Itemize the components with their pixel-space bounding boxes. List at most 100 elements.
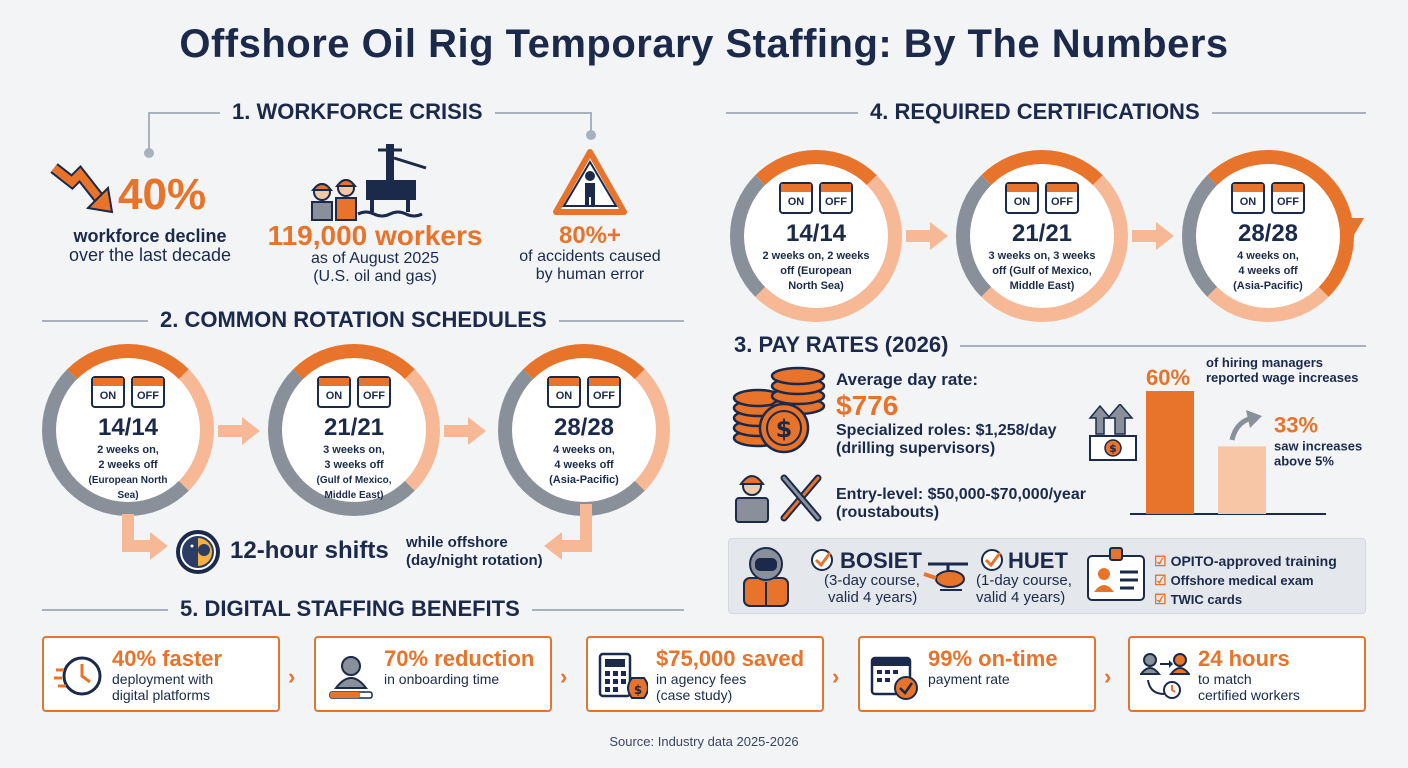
chart-annotation: of hiring managers	[1206, 356, 1323, 370]
rotation-desc-4: Sea)	[117, 490, 139, 501]
benefit-desc-2: (case study)	[656, 687, 733, 703]
right-arrow-icon	[242, 417, 260, 445]
arrow-shaft	[1132, 230, 1158, 242]
huet-desc-1: (1-day course,	[976, 572, 1072, 589]
arrow-shaft	[218, 425, 244, 437]
calendar-on-icon: ON	[91, 376, 125, 408]
cert-checklist-item: ☑ OPITO-approved training	[1154, 551, 1337, 571]
rotation-desc-3: Middle East)	[1009, 280, 1075, 292]
rotation-desc-3: (Gulf of Mexico,	[316, 475, 392, 486]
avg-rate-label: Average day rate:	[836, 370, 979, 389]
benefit-card: 99% on-time payment rate	[858, 636, 1096, 712]
down-arrow-icon	[1338, 218, 1364, 240]
checklist-label: OPITO-approved training	[1170, 553, 1337, 569]
benefit-desc-1: in onboarding time	[384, 671, 500, 687]
right-arrow-icon	[150, 532, 168, 560]
chevron-right-icon: ›	[560, 664, 568, 689]
right-arrow-icon	[1156, 222, 1174, 250]
right-arrow-icon	[930, 222, 948, 250]
section-heading-workforce: 1. WORKFORCE CRISIS	[220, 99, 495, 125]
calendar-on-icon: ON	[1005, 182, 1039, 214]
checklist-label: Offshore medical exam	[1170, 573, 1314, 588]
match-users-icon	[1140, 653, 1190, 699]
benefit-title: 99% on-time	[928, 646, 1058, 671]
specialized-rate-note: (drilling supervisors)	[836, 440, 996, 457]
stat-accidents-sublabel: by human error	[535, 266, 645, 283]
connector-line	[590, 112, 592, 132]
rotation-desc-2: 4 weeks off	[1238, 265, 1298, 277]
calendar-on-icon: ON	[1231, 182, 1265, 214]
chevron-right-icon: ›	[832, 664, 840, 689]
stat-decline-label: workforce decline	[73, 226, 227, 246]
benefit-title: 70% reduction	[384, 646, 535, 671]
rotation-desc-3: North Sea)	[788, 280, 844, 292]
chart-value-label: 60%	[1146, 365, 1190, 390]
connector-dot	[144, 148, 154, 158]
decline-arrow-icon	[50, 163, 114, 214]
survival-suit-icon	[743, 547, 789, 607]
rotation-desc-1: 4 weeks on,	[1237, 250, 1299, 262]
benefit-title: $75,000 saved	[656, 646, 805, 671]
rotation-desc-2: 4 weeks off	[554, 459, 614, 471]
calendar-check-icon	[870, 656, 918, 700]
shift-desc-2: (day/night rotation)	[406, 552, 543, 569]
rotation-desc-1: 2 weeks on,	[97, 444, 159, 456]
benefit-desc-2: digital platforms	[112, 687, 211, 703]
calendar-off-icon: OFF	[1271, 182, 1305, 214]
stat-workers-sublabel: (U.S. oil and gas)	[313, 268, 437, 285]
entry-level-note: (roustabouts)	[836, 504, 940, 521]
rotation-ratio: 21/21	[1011, 220, 1073, 247]
rotation-ring-21: ON OFF 21/21 3 weeks on, 3 weeks off (Gu…	[268, 344, 440, 516]
calendar-on-icon: ON	[317, 376, 351, 408]
stat-accidents-label: of accidents caused	[519, 248, 661, 265]
calendar-off-icon: OFF	[131, 376, 165, 408]
rotation-desc-2: 2 weeks off	[98, 459, 158, 471]
chart-annotation: saw increases	[1274, 438, 1362, 453]
chart-bar	[1146, 391, 1194, 514]
worker-tools-icon	[735, 474, 822, 523]
certifications-panel	[728, 538, 1366, 614]
arrow-shaft	[444, 425, 470, 437]
connector-dot	[586, 130, 596, 140]
cert-rotation-ring-28: ON OFF 28/28 4 weeks on, 4 weeks off (As…	[1182, 150, 1354, 322]
rotation-desc-1: 2 weeks on, 2 weeks	[762, 250, 870, 262]
benefit-desc-1: to match	[1198, 671, 1252, 687]
arrow-shaft	[906, 230, 932, 242]
cert-checklist-item: ☑ TWIC cards	[1154, 590, 1337, 609]
check-icon: ☑	[1154, 572, 1167, 588]
rotation-desc-1: 3 weeks on, 3 weeks	[988, 250, 1096, 262]
check-icon: ☑	[1154, 591, 1167, 607]
left-arrow-icon	[544, 532, 562, 560]
rotation-desc-3: (Asia-Pacific)	[1233, 280, 1303, 292]
shift-desc-1: while offshore	[406, 534, 508, 551]
cert-rotation-ring-21: ON OFF 21/21 3 weeks on, 3 weeks off (Gu…	[956, 150, 1128, 322]
right-arrow-icon	[468, 417, 486, 445]
warning-person-icon	[553, 149, 627, 215]
calendar-off-icon: OFF	[587, 376, 621, 408]
chart-bar	[1218, 446, 1266, 514]
calendar-off-icon: OFF	[1045, 182, 1079, 214]
bosiet-title: BOSIET	[840, 548, 922, 573]
loop-arrow-shaft	[122, 540, 152, 552]
page-title: Offshore Oil Rig Temporary Staffing: By …	[179, 22, 1229, 66]
shift-title: 12-hour shifts	[230, 537, 389, 564]
rotation-desc-4: Middle East)	[324, 490, 384, 501]
cert-checklist: ☑ OPITO-approved training ☑ Offshore med…	[1154, 551, 1337, 609]
rotation-ring-28: ON OFF 28/28 4 weeks on, 4 weeks off (As…	[498, 344, 670, 516]
stat-workers-value: 119,000 workers	[267, 220, 483, 251]
entry-level-rate: Entry-level: $50,000-$70,000/year	[836, 486, 1086, 503]
source-note: Source: Industry data 2025-2026	[609, 734, 799, 749]
coins-dollar-icon: $	[732, 366, 826, 454]
section-heading-digital: 5. DIGITAL STAFFING BENEFITS	[168, 596, 532, 622]
bosiet-desc-1: (3-day course,	[824, 572, 920, 589]
calendar-off-icon: OFF	[819, 182, 853, 214]
rotation-ring-14: ON OFF 14/14 2 weeks on, 2 weeks off (Eu…	[42, 344, 214, 516]
rotation-desc-2: off (Gulf of Mexico,	[992, 265, 1092, 277]
specialized-rate: Specialized roles: $1,258/day	[836, 422, 1057, 439]
cert-rotation-ring-14: ON OFF 14/14 2 weeks on, 2 weeks off (Eu…	[730, 150, 902, 322]
benefit-desc-1: deployment with	[112, 671, 214, 687]
benefit-card: 24 hours to match certified workers	[1128, 636, 1366, 712]
stat-decline-sublabel: over the last decade	[68, 245, 232, 265]
rotation-desc-1: 3 weeks on,	[323, 444, 385, 456]
